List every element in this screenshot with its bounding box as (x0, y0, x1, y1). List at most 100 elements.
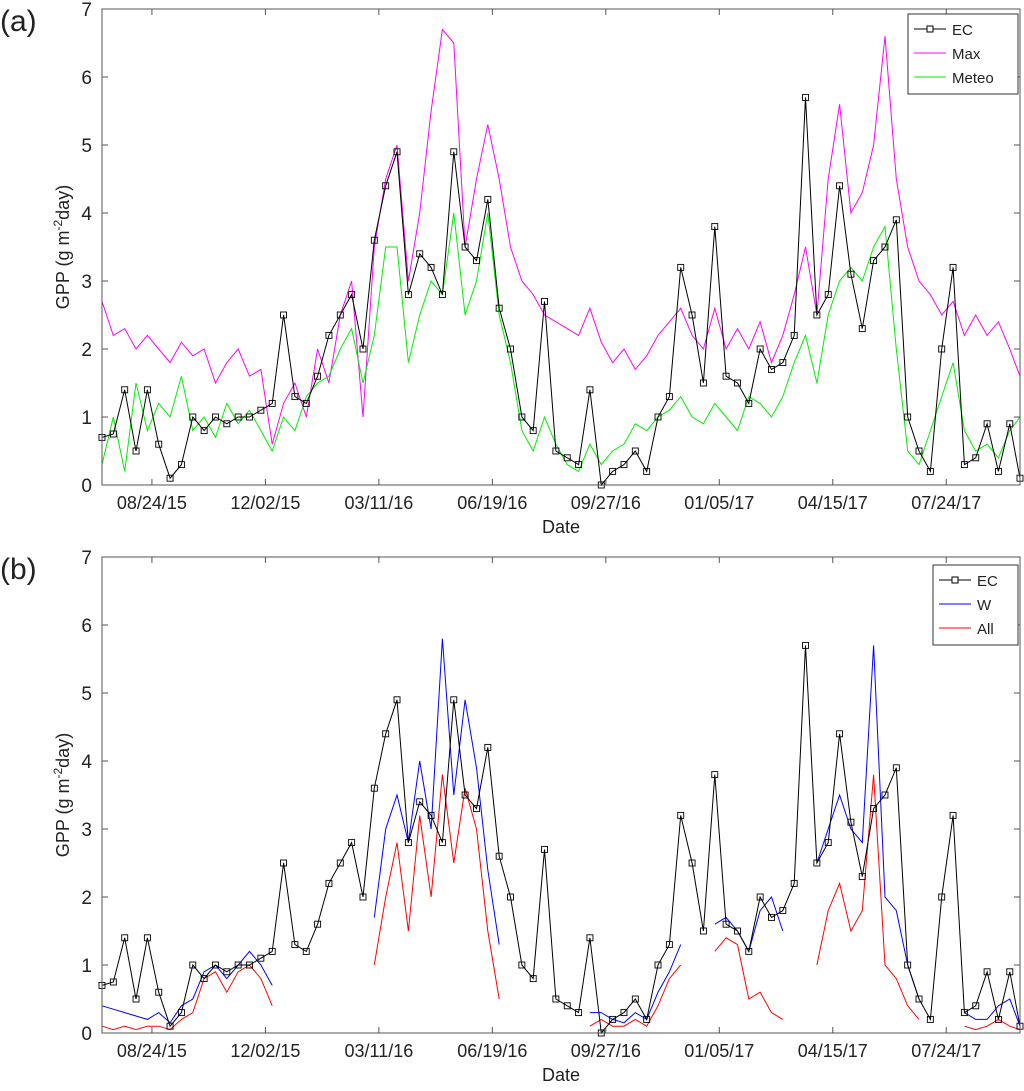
y-tick-label: 2 (81, 888, 92, 909)
legend-marker (951, 576, 959, 584)
data-point-ec (336, 859, 344, 867)
data-point-ec (802, 93, 809, 101)
y-tick-label: 5 (81, 684, 92, 705)
data-point-ec (143, 934, 151, 942)
data-point-ec (518, 413, 526, 421)
x-tick-label: 06/19/16 (457, 1041, 527, 1061)
data-point-ec (881, 791, 889, 799)
data-point-ec (166, 1022, 174, 1030)
data-point-ec (109, 430, 117, 438)
data-point-ec (257, 406, 265, 414)
data-point-ec (847, 270, 855, 278)
data-point-ec (450, 696, 458, 704)
data-point-ec (756, 345, 764, 353)
data-point-ec (972, 454, 980, 462)
data-point-ec (155, 440, 163, 448)
data-point-ec (824, 291, 832, 299)
data-point-ec (983, 968, 991, 976)
data-point-ec (768, 913, 775, 921)
legend-label-all: All (977, 621, 994, 638)
y-tick-label: 5 (81, 136, 92, 157)
series-line-ec (101, 97, 1021, 487)
x-tick-label: 04/15/17 (798, 1041, 868, 1061)
data-point-ec (892, 764, 900, 772)
x-tick-label: 01/05/17 (684, 493, 754, 513)
series-line-max (101, 28, 1021, 445)
data-point-ec (813, 859, 821, 867)
data-point-ec (541, 845, 548, 853)
data-point-ec (722, 372, 730, 380)
data-point-ec (745, 399, 753, 407)
x-tick-label: 12/02/15 (230, 493, 300, 513)
data-point-ec (688, 311, 696, 319)
data-point-ec (189, 961, 197, 969)
series-line-meteo (101, 212, 1021, 473)
data-point-ec (246, 961, 253, 969)
legend-label-meteo: Meteo (952, 70, 994, 87)
data-point-ec (870, 805, 878, 813)
data-point-ec (711, 223, 719, 231)
data-point-ec (348, 839, 356, 847)
x-tick-label: 12/02/15 (230, 1041, 300, 1061)
data-point-ec (960, 461, 968, 469)
x-tick-label: 03/11/16 (345, 1041, 414, 1061)
data-point-ec (212, 413, 219, 421)
data-point-ec (756, 893, 764, 901)
data-point-ec (665, 393, 673, 401)
data-point-ec (495, 304, 503, 312)
data-point-ec (461, 243, 469, 251)
data-point-ec (609, 467, 617, 475)
data-point-ec (654, 961, 662, 969)
data-point-ec (836, 182, 844, 190)
data-point-ec (836, 730, 844, 738)
y-axis-label-superscript: -2 (51, 767, 65, 778)
data-point-ec (699, 379, 707, 387)
data-point-ec (926, 467, 934, 475)
data-point-ec (404, 291, 412, 299)
data-point-ec (416, 798, 424, 806)
data-point-ec (892, 216, 900, 224)
data-point-ec (121, 934, 129, 942)
data-point-ec (370, 784, 378, 792)
data-point-ec (325, 331, 333, 339)
data-point-ec (382, 730, 390, 738)
data-point-ec (926, 1015, 934, 1023)
data-point-ec (620, 461, 628, 469)
data-point-ec (291, 393, 299, 401)
data-point-ec (552, 447, 560, 455)
x-tick-label: 07/24/17 (911, 493, 981, 513)
data-point-ec (904, 413, 912, 421)
x-tick-label: 04/15/17 (798, 493, 868, 513)
legend: EC Max Meteo (907, 13, 1019, 95)
data-point-ec (359, 893, 367, 901)
x-tick-label: 08/24/15 (117, 493, 187, 513)
series-line-all (101, 774, 1021, 1031)
data-point-ec (858, 873, 866, 881)
data-point-ec (348, 291, 356, 299)
y-axis-label: GPP (g m-2day) (51, 733, 73, 857)
data-point-ec (881, 243, 889, 251)
data-point-ec (121, 386, 129, 394)
legend-label-max: Max (952, 46, 981, 63)
data-point-ec (529, 427, 537, 435)
data-point-ec (302, 947, 310, 955)
data-point-ec (189, 413, 197, 421)
data-point-ec (404, 839, 412, 847)
data-point-ec (461, 791, 469, 799)
data-point-ec (790, 331, 798, 339)
data-point-ec (586, 386, 594, 394)
legend-box (932, 564, 1019, 646)
data-point-ec (541, 297, 548, 305)
data-point-ec (223, 420, 231, 428)
data-point-ec (473, 805, 480, 813)
data-point-ec (745, 947, 753, 955)
data-point-ec (507, 893, 514, 901)
data-point-ec (438, 839, 446, 847)
data-point-ec (699, 927, 707, 935)
data-point-ec (438, 291, 446, 299)
data-point-ec (370, 236, 378, 244)
data-point-ec (393, 696, 401, 704)
data-point-ec (1006, 420, 1014, 428)
data-point-ec (688, 859, 696, 867)
